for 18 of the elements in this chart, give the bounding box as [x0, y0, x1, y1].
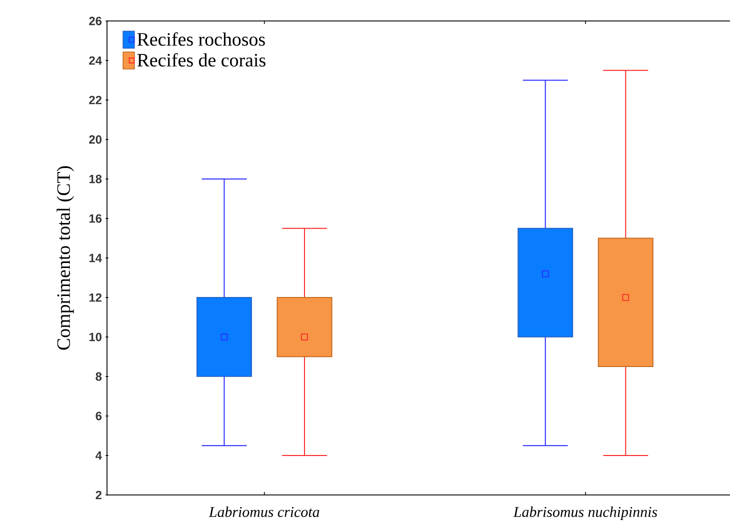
y-tick-label: 4 — [96, 451, 102, 460]
y-tick-label: 22 — [89, 96, 102, 104]
x-tick-label: Labrisomus nuchipinnis — [513, 506, 658, 520]
y-tick-label: 14 — [89, 254, 102, 262]
y-tick-label: 10 — [89, 332, 102, 342]
legend-label: Recifes de corais — [137, 53, 266, 67]
y-tick-label: 8 — [96, 372, 102, 381]
y-tick-label: 6 — [96, 412, 102, 420]
y-axis-title: Comprimento total (CT) — [56, 166, 74, 350]
y-tick-label: 20 — [89, 135, 102, 144]
y-tick-label: 24 — [89, 56, 102, 65]
x-tick-label: Labriomus cricota — [208, 506, 320, 518]
y-tick-label: 18 — [89, 174, 102, 184]
y-tick-label: 26 — [89, 16, 102, 26]
legend-label: Recifes rochosos — [137, 32, 265, 46]
y-tick-label: 2 — [96, 490, 102, 500]
y-tick-label: 16 — [89, 214, 102, 223]
y-tick-label: 12 — [89, 293, 102, 302]
